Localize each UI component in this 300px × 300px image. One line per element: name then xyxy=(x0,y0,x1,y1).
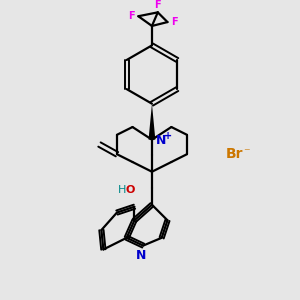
Text: N: N xyxy=(136,250,146,262)
Text: ⁻: ⁻ xyxy=(243,146,250,159)
Text: Br: Br xyxy=(226,147,243,161)
Text: F: F xyxy=(128,11,134,21)
Polygon shape xyxy=(148,104,155,140)
Text: F: F xyxy=(171,17,178,27)
Text: N: N xyxy=(156,134,166,147)
Text: O: O xyxy=(125,185,134,195)
Text: F: F xyxy=(154,0,161,11)
Text: +: + xyxy=(164,131,172,141)
Text: H: H xyxy=(118,185,127,195)
